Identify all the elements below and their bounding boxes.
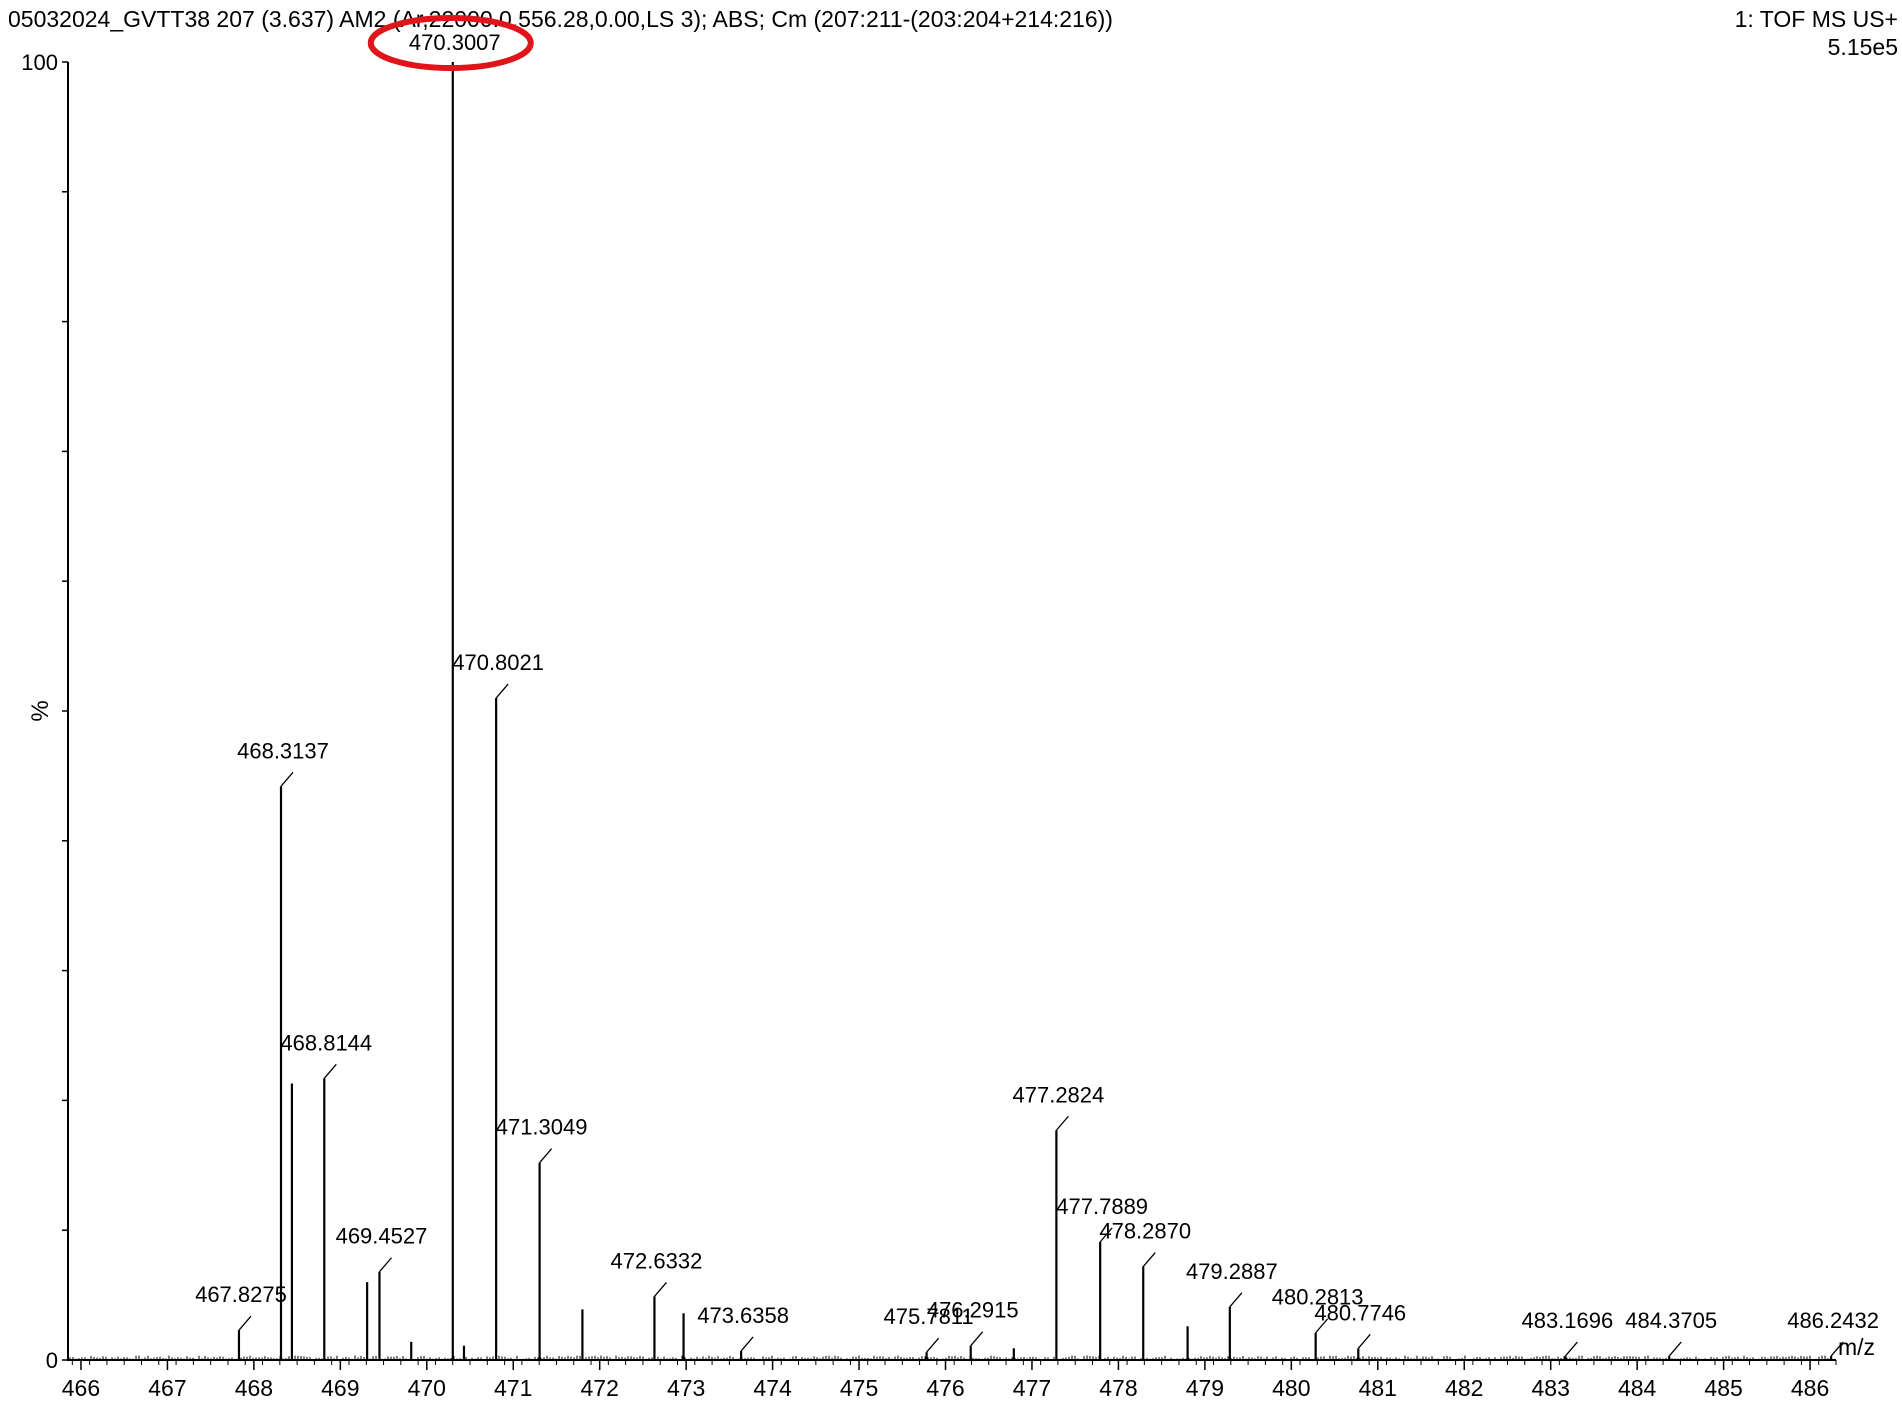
peak-leader-line bbox=[378, 1257, 392, 1273]
peak-leader-line bbox=[1830, 1341, 1844, 1357]
peak-leader-line bbox=[495, 683, 509, 699]
peak-label: 472.6332 bbox=[611, 1248, 703, 1273]
peak-label: 484.3705 bbox=[1625, 1308, 1717, 1333]
y-axis-label: % bbox=[27, 700, 54, 721]
peak-label: 468.8144 bbox=[280, 1030, 372, 1055]
highlight-ellipse bbox=[367, 15, 534, 71]
peak-label: 479.2887 bbox=[1186, 1259, 1278, 1284]
peak-label: 471.3049 bbox=[496, 1115, 588, 1140]
peak-leader-line bbox=[1142, 1252, 1156, 1267]
x-tick-label: 466 bbox=[62, 1375, 100, 1401]
peak-label: 477.2824 bbox=[1013, 1082, 1105, 1107]
peak-label: 468.3137 bbox=[237, 738, 329, 763]
x-tick-label: 485 bbox=[1704, 1375, 1742, 1401]
peak-leader-line bbox=[1357, 1333, 1371, 1349]
peak-leader-line bbox=[1229, 1292, 1243, 1308]
peak-label: 470.8021 bbox=[452, 650, 544, 675]
peak-label: 476.2915 bbox=[927, 1298, 1019, 1323]
y-tick-label: 100 bbox=[21, 50, 58, 75]
peak-label: 469.4527 bbox=[336, 1224, 428, 1249]
peak-label: 486.2432 bbox=[1787, 1308, 1879, 1333]
peak-label: 477.7889 bbox=[1056, 1194, 1148, 1219]
x-tick-label: 483 bbox=[1532, 1375, 1570, 1401]
x-tick-label: 479 bbox=[1186, 1375, 1224, 1401]
peak-leader-line bbox=[280, 771, 294, 787]
peak-leader-line bbox=[1099, 1227, 1113, 1243]
baseline-noise bbox=[69, 1355, 1832, 1360]
x-tick-label: 473 bbox=[667, 1375, 705, 1401]
peak-label: 467.8275 bbox=[195, 1282, 287, 1307]
peak-label: 480.7746 bbox=[1314, 1300, 1406, 1325]
peak-leader-line bbox=[926, 1337, 940, 1353]
y-tick-label: 0 bbox=[46, 1348, 58, 1373]
max-intensity-label: 5.15e5 bbox=[1827, 34, 1898, 60]
x-tick-label: 469 bbox=[321, 1375, 359, 1401]
peak-leader-line bbox=[970, 1331, 984, 1347]
peak-leader-line bbox=[1668, 1341, 1682, 1357]
peak-label: 478.2870 bbox=[1099, 1219, 1191, 1244]
x-tick-label: 472 bbox=[581, 1375, 619, 1401]
x-tick-label: 481 bbox=[1359, 1375, 1397, 1401]
x-tick-label: 482 bbox=[1445, 1375, 1483, 1401]
instrument-label: 1: TOF MS US+ bbox=[1734, 6, 1898, 32]
peak-leader-line bbox=[1315, 1318, 1329, 1334]
x-tick-label: 476 bbox=[926, 1375, 964, 1401]
x-tick-label: 470 bbox=[408, 1375, 446, 1401]
x-tick-label: 478 bbox=[1099, 1375, 1137, 1401]
x-tick-label: 471 bbox=[494, 1375, 532, 1401]
x-tick-label: 475 bbox=[840, 1375, 878, 1401]
peak-leader-line bbox=[539, 1148, 553, 1164]
x-tick-label: 467 bbox=[148, 1375, 186, 1401]
spectrum-title: 05032024_GVTT38 207 (3.637) AM2 (Ar,2200… bbox=[8, 6, 1113, 32]
x-tick-label: 468 bbox=[235, 1375, 273, 1401]
peak-leader-line bbox=[740, 1336, 754, 1352]
peak-leader-line bbox=[1564, 1341, 1578, 1357]
peak-label: 470.3007 bbox=[409, 30, 501, 55]
peak-leader-line bbox=[323, 1063, 337, 1079]
peak-leader-line bbox=[653, 1281, 667, 1297]
peak-label: 475.7811 bbox=[884, 1304, 974, 1329]
peak-label: 480.2813 bbox=[1272, 1285, 1364, 1310]
x-axis-label: m/z bbox=[1838, 1334, 1875, 1360]
peak-label: 473.6358 bbox=[697, 1303, 789, 1328]
x-tick-label: 484 bbox=[1618, 1375, 1657, 1401]
peak-label: 483.1696 bbox=[1521, 1308, 1613, 1333]
x-tick-label: 486 bbox=[1791, 1375, 1829, 1401]
x-tick-label: 474 bbox=[753, 1375, 792, 1401]
peak-leader-line bbox=[238, 1315, 252, 1331]
x-tick-label: 477 bbox=[1013, 1375, 1051, 1401]
peak-leader-line bbox=[1055, 1115, 1069, 1131]
x-tick-label: 480 bbox=[1272, 1375, 1310, 1401]
